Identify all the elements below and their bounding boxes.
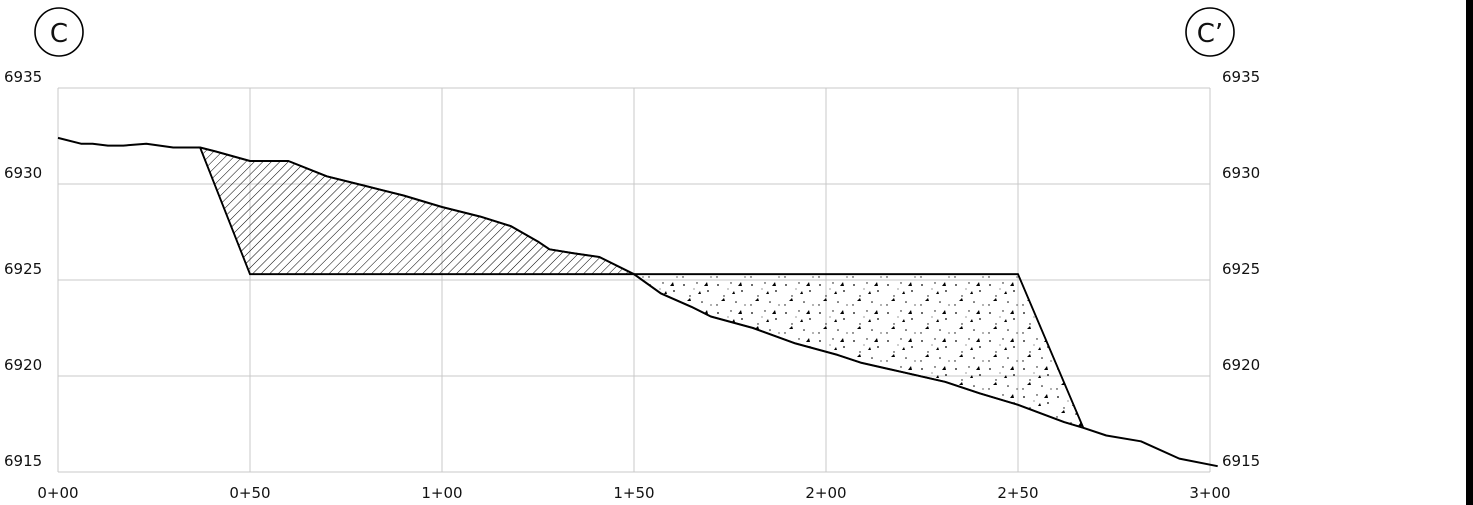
y-tick-label-right: 6925 xyxy=(1222,260,1260,278)
x-tick-label: 1+50 xyxy=(613,484,654,502)
x-tick-label: 1+00 xyxy=(421,484,462,502)
x-tick-label: 2+50 xyxy=(997,484,1038,502)
y-tick-label-left: 6915 xyxy=(4,452,42,470)
y-tick-label-right: 6915 xyxy=(1222,452,1260,470)
end-marker-label: C’ xyxy=(1197,19,1223,49)
y-tick-label-left: 6930 xyxy=(4,164,42,182)
y-tick-label-right: 6930 xyxy=(1222,164,1260,182)
section-end-marker: C’ xyxy=(1185,7,1235,57)
x-tick-label: 0+50 xyxy=(229,484,270,502)
x-tick-label: 2+00 xyxy=(805,484,846,502)
y-tick-label-left: 6925 xyxy=(4,260,42,278)
profile-lines xyxy=(57,136,1218,468)
cut-region xyxy=(198,146,635,276)
y-tick-label-left: 6920 xyxy=(4,356,42,374)
y-tick-label-right: 6935 xyxy=(1222,68,1260,86)
section-start-marker: C xyxy=(34,7,84,57)
start-marker-circle xyxy=(34,7,84,57)
y-tick-label-right: 6920 xyxy=(1222,356,1260,374)
right-border-bar xyxy=(1466,0,1473,505)
start-marker-label: C xyxy=(50,19,68,49)
ground-profile-line xyxy=(57,136,1218,468)
axis-labels: 0+00 0+50 1+00 1+50 2+00 2+50 3+00 6935 6935 6930… xyxy=(4,68,1260,502)
x-tick-label: 0+00 xyxy=(37,484,78,502)
end-marker-circle xyxy=(1185,7,1235,57)
y-tick-label-left: 6935 xyxy=(4,68,42,86)
earthwork-regions xyxy=(198,146,1085,430)
x-tick-label: 3+00 xyxy=(1189,484,1230,502)
grid xyxy=(57,87,1211,473)
section-markers: C C’ xyxy=(34,7,1235,57)
